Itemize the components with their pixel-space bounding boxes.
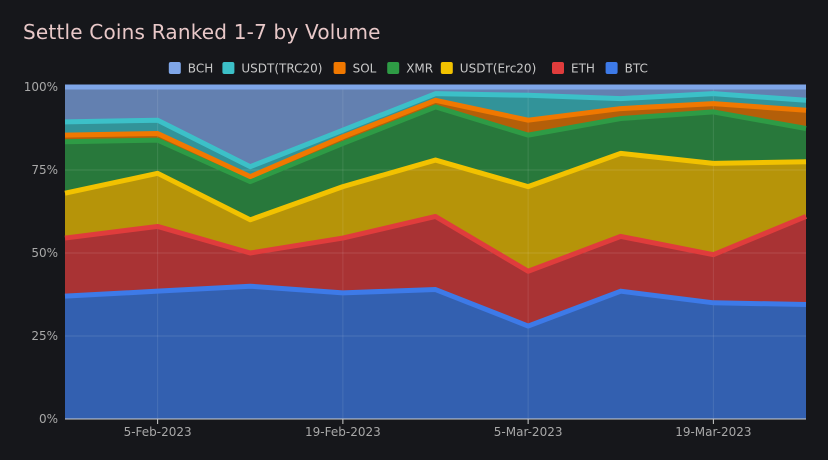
legend-label: BTC: [625, 62, 648, 76]
legend-item-eth[interactable]: ETH: [552, 62, 595, 76]
legend-swatch: [605, 62, 618, 74]
y-tick-label: 0%: [39, 412, 58, 426]
y-tick-label: 75%: [31, 163, 58, 177]
area-usdt-erc20[interactable]: [65, 153, 806, 272]
line-xmr[interactable]: [64, 104, 807, 185]
legend-item-usdt-trc20[interactable]: USDT(TRC20): [222, 62, 322, 76]
legend-swatch: [440, 62, 453, 74]
x-tick-label: 19-Mar-2023: [675, 425, 751, 439]
line-usdt-trc20[interactable]: [64, 91, 807, 170]
x-tick-label: 5-Feb-2023: [124, 425, 192, 439]
legend-label: ETH: [571, 62, 595, 76]
legend[interactable]: BCH USDT(TRC20) SOL XMR USDT(Erc20) ETH BTC: [168, 62, 648, 76]
x-tick-label: 5-Mar-2023: [494, 425, 563, 439]
line-sol[interactable]: [64, 97, 807, 180]
legend-swatch: [168, 62, 181, 74]
y-tick-label: 25%: [31, 329, 58, 343]
line-btc[interactable]: [64, 283, 807, 329]
legend-label: BCH: [188, 62, 213, 76]
line-eth[interactable]: [64, 213, 807, 274]
legend-item-bch[interactable]: BCH: [168, 62, 213, 76]
area-usdt-trc20[interactable]: [65, 93, 806, 177]
x-tick-label: 19-Feb-2023: [305, 425, 381, 439]
series-lines: [64, 84, 807, 329]
area-eth[interactable]: [65, 216, 806, 327]
legend-item-sol[interactable]: SOL: [333, 62, 377, 76]
legend-label: USDT(Erc20): [460, 62, 536, 76]
axes: 0% 25% 50% 75% 100% 5-Feb-2023 19-Feb-2023 5-Ma…: [24, 80, 806, 439]
line-usdt-erc20[interactable]: [64, 150, 807, 223]
legend-label: XMR: [406, 62, 433, 76]
area-series: [65, 86, 806, 420]
legend-swatch: [552, 62, 564, 74]
area-bch[interactable]: [65, 87, 806, 167]
chart-title: Settle Coins Ranked 1-7 by Volume: [23, 20, 381, 44]
area-btc[interactable]: [65, 286, 806, 419]
legend-swatch: [387, 62, 400, 74]
legend-swatch: [222, 62, 235, 74]
y-tick-label: 50%: [31, 246, 58, 260]
legend-item-xmr[interactable]: XMR: [387, 62, 433, 76]
legend-swatch: [333, 62, 346, 74]
area-xmr[interactable]: [65, 106, 806, 220]
legend-item-usdt-erc20[interactable]: USDT(Erc20): [440, 62, 536, 76]
legend-label: USDT(TRC20): [241, 62, 322, 76]
legend-label: SOL: [353, 62, 377, 76]
legend-item-btc[interactable]: BTC: [605, 62, 648, 76]
y-tick-label: 100%: [24, 80, 58, 94]
area-sol[interactable]: [65, 100, 806, 182]
